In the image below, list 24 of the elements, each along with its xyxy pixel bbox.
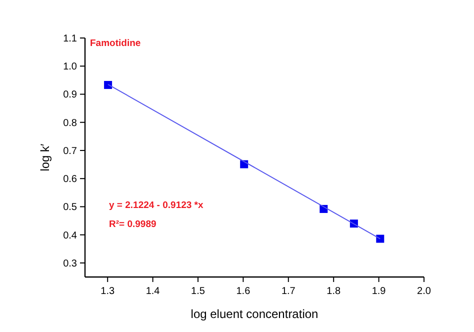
x-tick-label: 1.3	[100, 286, 115, 297]
x-tick-label: 1.7	[281, 286, 296, 297]
y-tick-label: 0.7	[63, 146, 78, 157]
annotation: R²= 0.9989	[109, 219, 156, 230]
y-tick-label: 1.1	[63, 34, 78, 44]
x-axis-title: log eluent concentration	[190, 307, 318, 321]
annotation: Famotidine	[90, 38, 141, 49]
x-tick-label: 1.8	[326, 286, 341, 297]
x-tick-label: 1.4	[146, 286, 160, 297]
y-tick-label: 0.8	[63, 118, 78, 129]
y-tick-label: 0.9	[63, 90, 78, 101]
y-tick-label: 0.4	[63, 230, 78, 242]
x-tick-label: 1.6	[236, 286, 251, 297]
point	[104, 80, 112, 89]
y-tick-label: 1.0	[63, 62, 78, 73]
y-tick-label: 0.6	[63, 174, 78, 186]
y-tick-label: 0.3	[63, 258, 78, 270]
x-tick-label: 1.5	[191, 286, 206, 297]
point	[376, 234, 384, 243]
y-tick-label: 0.5	[63, 202, 78, 214]
annotation: y = 2.1224 - 0.9123 *x	[109, 200, 204, 211]
x-tick-label: 2.0	[417, 286, 432, 297]
x-tick-label: 1.9	[372, 286, 386, 297]
y-axis-title: log k′	[38, 142, 52, 172]
